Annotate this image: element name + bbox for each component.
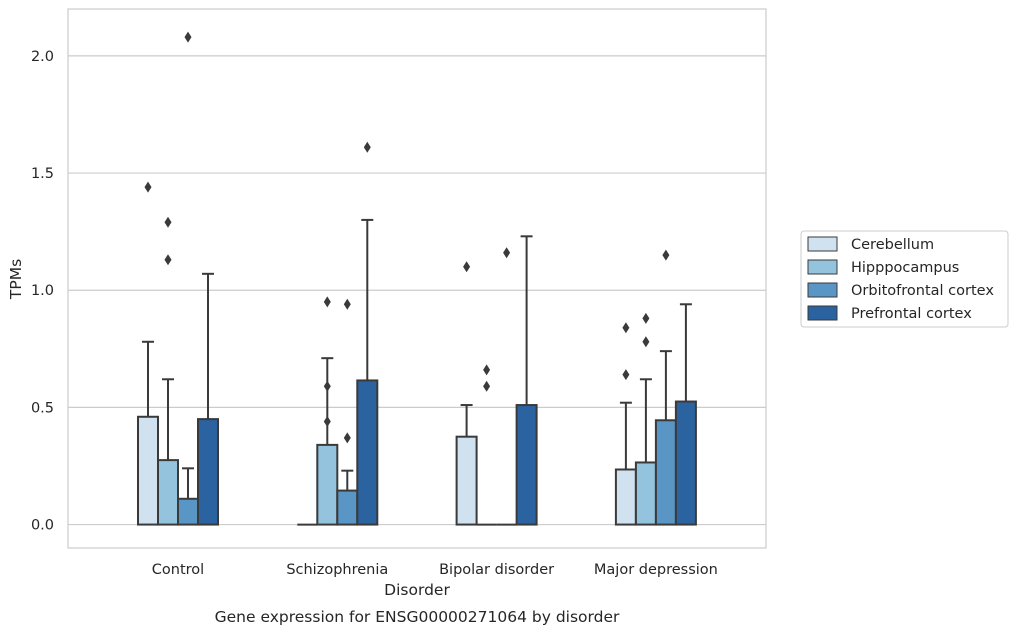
outlier-point xyxy=(642,336,650,348)
plot-frame xyxy=(67,8,767,549)
bar xyxy=(455,435,478,526)
legend-swatch xyxy=(807,282,838,298)
legend-swatch xyxy=(807,305,838,321)
bar xyxy=(336,489,359,526)
bar xyxy=(654,419,677,526)
x-tick-labels: Control Schizophrenia Bipolar disorder Majo… xyxy=(152,562,718,578)
outlier-point xyxy=(483,364,491,376)
bar xyxy=(177,497,199,526)
outlier-point xyxy=(323,415,331,427)
legend-label: Cerebellum xyxy=(851,237,934,253)
outlier-point xyxy=(503,247,511,259)
outlier-point xyxy=(343,298,351,310)
outlier-point xyxy=(642,312,650,324)
bar xyxy=(316,443,339,526)
bars xyxy=(137,379,697,526)
outlier-point xyxy=(164,254,172,266)
bar xyxy=(197,418,219,526)
outlier-point xyxy=(184,31,192,43)
x-tick-label: Schizophrenia xyxy=(286,562,388,578)
outlier-point xyxy=(463,261,471,273)
outlier-point xyxy=(164,216,172,228)
bar xyxy=(157,459,179,526)
legend: Cerebellum Hipppocampus Orbitofrontal cort… xyxy=(800,230,1009,328)
outlier-point xyxy=(622,322,630,334)
y-tick-label: 0.5 xyxy=(31,400,54,416)
legend-swatch xyxy=(807,259,838,275)
bar xyxy=(634,461,657,526)
bar xyxy=(356,379,379,526)
x-axis-label: Disorder xyxy=(384,581,450,599)
chart-title: Gene expression for ENSG00000271064 by d… xyxy=(215,608,620,626)
error-bars xyxy=(142,218,692,499)
x-tick-label: Bipolar disorder xyxy=(439,562,554,578)
y-tick-label: 1.5 xyxy=(31,166,54,182)
legend-swatch xyxy=(807,236,838,252)
outliers xyxy=(144,31,670,444)
outlier-point xyxy=(323,296,331,308)
x-tick-label: Major depression xyxy=(594,562,718,578)
y-tick-labels: 0.0 0.5 1.0 1.5 2.0 xyxy=(31,49,54,534)
bar xyxy=(515,404,538,526)
outlier-point xyxy=(323,380,331,392)
outlier-point xyxy=(343,432,351,444)
legend-frame xyxy=(800,230,1009,328)
outlier-point xyxy=(662,249,670,261)
bar xyxy=(137,415,159,526)
outlier-point xyxy=(363,141,371,153)
outlier-point xyxy=(483,380,491,392)
outlier-point xyxy=(144,181,152,193)
x-tick-label: Control xyxy=(152,562,204,578)
bar xyxy=(614,468,637,526)
outlier-point xyxy=(622,369,630,381)
y-axis-label: TPMs xyxy=(7,259,25,300)
legend-label: Hipppocampus xyxy=(851,260,959,276)
legend-label: Prefrontal cortex xyxy=(851,306,972,322)
bar xyxy=(674,400,697,526)
y-tick-label: 0.0 xyxy=(31,518,54,534)
legend-label: Orbitofrontal cortex xyxy=(851,283,994,299)
y-tick-label: 2.0 xyxy=(31,49,54,65)
y-tick-label: 1.0 xyxy=(31,283,54,299)
